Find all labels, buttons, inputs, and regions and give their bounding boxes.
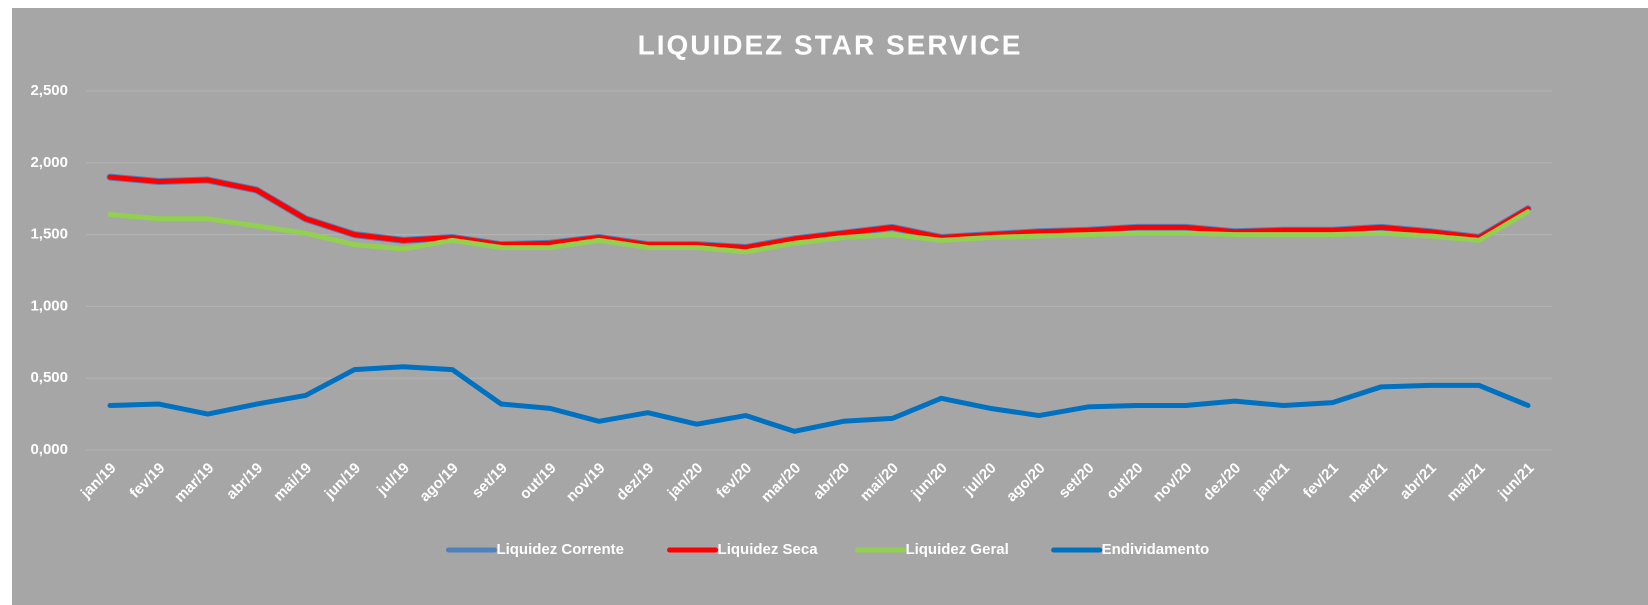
- legend-label: Liquidez Corrente: [496, 541, 624, 558]
- y-tick-label: 0,000: [30, 441, 68, 458]
- chart-title: LIQUIDEZ STAR SERVICE: [638, 29, 1023, 60]
- series-line: [107, 364, 1531, 434]
- y-tick-label: 2,500: [30, 82, 68, 99]
- y-tick-label: 2,000: [30, 154, 68, 171]
- y-tick-label: 1,000: [30, 297, 68, 314]
- legend-label: Endividamento: [1102, 541, 1210, 558]
- series-line: [107, 209, 1531, 255]
- legend-label: Liquidez Seca: [718, 541, 819, 558]
- series-line: [107, 174, 1531, 251]
- legend-label: Liquidez Geral: [905, 541, 1008, 558]
- y-tick-label: 0,500: [30, 369, 68, 386]
- y-tick-label: 1,500: [30, 226, 68, 243]
